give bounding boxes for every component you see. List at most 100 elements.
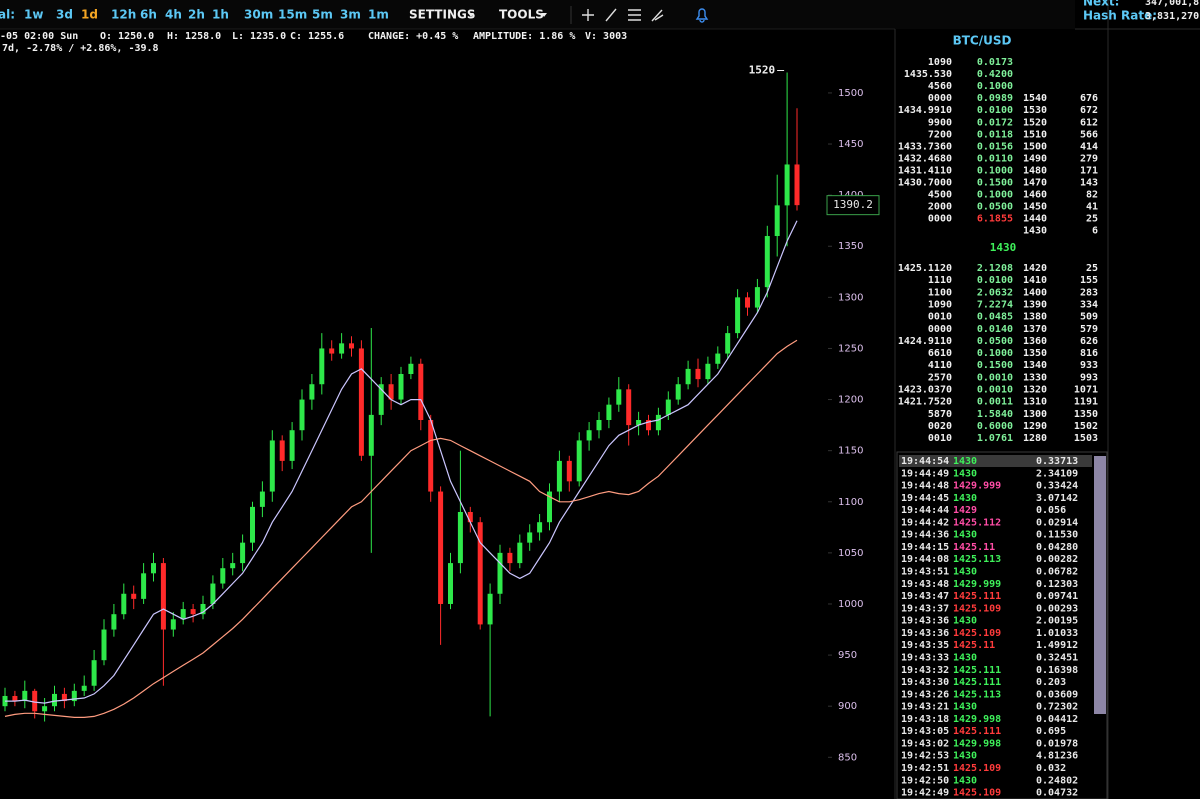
book-amount: 2.0632	[977, 287, 1013, 298]
crosshair-tool[interactable]	[582, 9, 594, 21]
trade-time: 19:44:49	[901, 468, 949, 479]
candle-body	[279, 440, 285, 461]
trade-time: 19:43:35	[901, 640, 949, 651]
interval-button[interactable]: 4h	[165, 8, 182, 22]
trade-time: 19:44:48	[901, 481, 949, 492]
interval-button[interactable]: 1d	[81, 8, 98, 22]
interval-button[interactable]: 6h	[140, 8, 157, 22]
trade-time: 19:42:50	[901, 775, 949, 786]
book-count: 509	[1080, 312, 1098, 323]
candle-body	[250, 506, 255, 543]
trade-amount: 0.032	[1036, 763, 1066, 774]
trade-time: 19:43:33	[901, 652, 949, 663]
candle-body	[457, 511, 463, 564]
book-amount: 0.1000	[977, 165, 1013, 176]
book-level: 1530	[1023, 105, 1047, 116]
trade-price: 1425.111	[953, 726, 1001, 737]
book-amount: 0.4200	[977, 69, 1013, 80]
interval-button[interactable]: 1h	[212, 8, 229, 22]
book-price: 1090	[928, 299, 952, 310]
scrollbar[interactable]	[1094, 456, 1106, 714]
book-amount: 0.0010	[977, 372, 1013, 383]
candle-body	[616, 389, 622, 405]
drawing-tools[interactable]	[582, 8, 664, 22]
y-tick-label: 1000	[838, 599, 863, 610]
candle-body	[141, 573, 147, 599]
candle-body	[428, 420, 434, 492]
hash-label: Hash Rate:	[1083, 9, 1157, 23]
y-tick-label: 1050	[838, 548, 863, 559]
book-price: 0000	[928, 324, 952, 335]
book-amount: 0.6000	[977, 421, 1013, 432]
tools-menu[interactable]: TOOLS	[499, 8, 544, 22]
trade-amount: 1.49912	[1036, 640, 1078, 651]
candle-body	[596, 420, 602, 431]
book-level: 1310	[1023, 397, 1047, 408]
candle-body	[101, 629, 107, 661]
line-tool[interactable]	[605, 8, 617, 22]
alert-bell[interactable]	[695, 8, 709, 23]
candle-body	[715, 353, 721, 364]
settings-menu[interactable]: SETTINGS	[409, 8, 476, 22]
interval-button[interactable]: 3m	[340, 8, 361, 22]
trade-time: 19:44:54	[901, 456, 949, 467]
trade-amount: 0.00293	[1036, 603, 1078, 614]
candle-body	[121, 593, 127, 615]
y-tick-label: 1300	[838, 292, 863, 303]
trade-price: 1425.112	[953, 517, 1001, 528]
ohlc-info: H: 1258.0	[167, 31, 221, 42]
candle-body	[477, 522, 483, 625]
interval-button[interactable]: 1w	[24, 8, 43, 22]
trade-amount: 0.03609	[1036, 689, 1078, 700]
interval-button[interactable]: 1m	[368, 8, 389, 22]
interval-button[interactable]: 15m	[278, 8, 307, 22]
book-price: 1434.9910	[898, 105, 952, 116]
book-count: 283	[1080, 287, 1098, 298]
mid-price: 1430	[990, 241, 1017, 254]
trade-price: 1429.999	[953, 481, 1001, 492]
book-amount: 2.1208	[977, 263, 1013, 274]
book-price: 5870	[928, 409, 952, 420]
book-count: 414	[1080, 141, 1098, 152]
interval-button[interactable]: 2h	[188, 8, 205, 22]
book-level: 1430	[1023, 226, 1047, 237]
interval-button[interactable]: 12h	[111, 8, 136, 22]
candle-body	[200, 603, 206, 615]
trade-time: 19:44:42	[901, 517, 949, 528]
trade-price: 1429.998	[953, 738, 1001, 749]
book-price: 9900	[928, 117, 952, 128]
candle-body	[547, 491, 552, 523]
candle-body	[210, 583, 216, 604]
trade-time: 19:44:36	[901, 530, 949, 541]
fib-tool[interactable]	[628, 9, 641, 21]
y-tick-label: 1500	[838, 88, 863, 99]
interval-button[interactable]: 30m	[244, 8, 273, 22]
book-level: 1490	[1023, 153, 1047, 164]
book-price: 0000	[928, 93, 952, 104]
book-level: 1340	[1023, 360, 1047, 371]
y-tick-label: 1250	[838, 343, 863, 354]
trade-price: 1425.11	[953, 542, 995, 553]
candle-body	[388, 384, 394, 400]
trade-amount: 0.04280	[1036, 542, 1078, 553]
y-tick-label: 1100	[838, 497, 863, 508]
interval-button[interactable]: 3d	[56, 8, 73, 22]
book-amount: 0.1000	[977, 348, 1013, 359]
book-level: 1390	[1023, 299, 1047, 310]
book-count: 1071	[1074, 385, 1098, 396]
candle-body	[745, 297, 750, 308]
book-level: 1440	[1023, 214, 1047, 225]
book-amount: 7.2274	[977, 299, 1013, 310]
candle-body	[665, 399, 671, 415]
moving-average-line	[5, 220, 798, 704]
book-level: 1420	[1023, 263, 1047, 274]
trade-price: 1430	[953, 456, 977, 467]
candle-body	[418, 363, 424, 420]
trade-amount: 0.24802	[1036, 775, 1078, 786]
interval-button[interactable]: 5m	[312, 8, 333, 22]
trade-time: 19:42:51	[901, 763, 949, 774]
trade-amount: 0.056	[1036, 505, 1066, 516]
pen-tool[interactable]	[651, 9, 664, 22]
book-price: 1110	[928, 275, 952, 286]
candle-body	[52, 693, 57, 707]
